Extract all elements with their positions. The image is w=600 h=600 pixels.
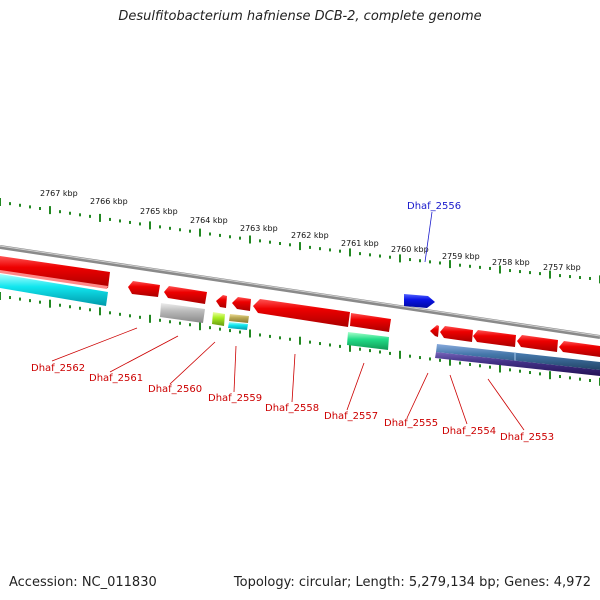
gene-label-dhaf-2560[interactable]: Dhaf_2560 xyxy=(148,384,202,395)
genome-backbone xyxy=(0,245,600,339)
gene-arrow-red-2[interactable] xyxy=(128,281,160,297)
callout-lines xyxy=(51,211,525,431)
kbp-label-2757: 2757 kbp xyxy=(543,263,581,272)
kbp-label-2758: 2758 kbp xyxy=(492,258,530,267)
gene-label-dhaf-2561[interactable]: Dhaf_2561 xyxy=(89,373,143,384)
gene-box-steel[interactable] xyxy=(436,344,600,370)
gene-box-green[interactable] xyxy=(347,332,389,350)
accession-text: Accession: NC_011830 xyxy=(9,575,157,590)
gene-arrow-red-7[interactable] xyxy=(440,326,473,342)
gene-arrow-grey[interactable] xyxy=(160,303,205,323)
gene-label-dhaf-2553[interactable]: Dhaf_2553 xyxy=(500,432,554,443)
gene-label-dhaf-2554[interactable]: Dhaf_2554 xyxy=(442,426,496,437)
gene-label-dhaf-2556[interactable]: Dhaf_2556 xyxy=(407,201,461,212)
gene-arrow-red-far-left[interactable] xyxy=(0,256,110,288)
gene-arrow-red-3[interactable] xyxy=(164,286,207,304)
map-title: Desulfitobacterium hafniense DCB-2, comp… xyxy=(118,9,482,24)
kbp-label-2760: 2760 kbp xyxy=(391,245,429,254)
gene-arrow-red-far-left-shade xyxy=(0,270,108,289)
gene-box-tan[interactable] xyxy=(229,314,249,323)
kbp-label-2761: 2761 kbp xyxy=(341,239,379,248)
topology-text: Topology: circular; Length: 5,279,134 bp… xyxy=(233,575,591,590)
gene-arrow-red-small[interactable] xyxy=(216,295,227,308)
kbp-label-2765: 2765 kbp xyxy=(140,207,178,216)
kbp-label-2762: 2762 kbp xyxy=(291,231,329,240)
gene-arrow-dhaf-2556[interactable] xyxy=(404,294,435,308)
gene-arrow-red-long[interactable] xyxy=(253,299,350,327)
gene-label-dhaf-2557[interactable]: Dhaf_2557 xyxy=(324,411,378,422)
gene-box-lime[interactable] xyxy=(212,312,225,326)
gene-label-dhaf-2555[interactable]: Dhaf_2555 xyxy=(384,418,438,429)
kbp-label-2767: 2767 kbp xyxy=(40,189,78,198)
gene-arrow-red-5[interactable] xyxy=(232,297,251,311)
gene-label-dhaf-2558[interactable]: Dhaf_2558 xyxy=(265,403,319,414)
gene-arrow-red-small-2[interactable] xyxy=(430,325,439,337)
gene-box-purple[interactable] xyxy=(435,352,600,376)
kbp-label-2764: 2764 kbp xyxy=(190,216,228,225)
gene-label-dhaf-2559[interactable]: Dhaf_2559 xyxy=(208,393,262,404)
gene-box-cyan[interactable] xyxy=(228,322,248,330)
inner-tick-track xyxy=(0,292,600,386)
kbp-label-2766: 2766 kbp xyxy=(90,197,128,206)
gene-arrow-cyan-far-left[interactable] xyxy=(0,274,108,306)
gene-arrow-red-9[interactable] xyxy=(517,335,558,352)
gene-arrow-red-8[interactable] xyxy=(473,330,516,347)
genome-backbone-highlight xyxy=(0,245,600,337)
kbp-label-2763: 2763 kbp xyxy=(240,224,278,233)
gene-arrow-red-10[interactable] xyxy=(559,341,600,357)
gene-label-dhaf-2562[interactable]: Dhaf_2562 xyxy=(31,363,85,374)
gene-arrow-red-6[interactable] xyxy=(350,313,391,332)
kbp-label-2759: 2759 kbp xyxy=(442,252,480,261)
outer-tick-track xyxy=(0,198,600,284)
